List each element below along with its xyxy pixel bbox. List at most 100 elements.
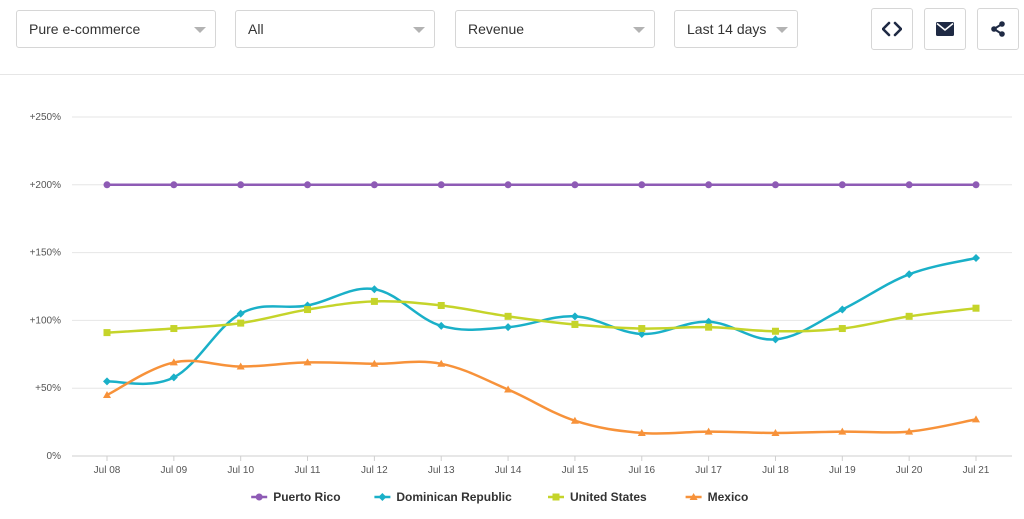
legend-marker bbox=[378, 493, 387, 501]
data-point bbox=[972, 304, 980, 312]
data-point bbox=[103, 390, 111, 398]
x-tick-label: Jul 19 bbox=[829, 465, 856, 476]
x-tick-label: Jul 12 bbox=[361, 465, 388, 476]
share-button[interactable] bbox=[977, 8, 1019, 50]
legend-item-united-states[interactable]: United States bbox=[548, 490, 647, 504]
data-point bbox=[771, 327, 779, 335]
series-line-mexico bbox=[106, 359, 977, 435]
data-point bbox=[103, 377, 111, 386]
y-tick-label: 0% bbox=[47, 451, 62, 462]
chevron-down-icon bbox=[194, 27, 206, 33]
legend-item-mexico[interactable]: Mexico bbox=[685, 490, 749, 504]
data-point bbox=[771, 335, 780, 344]
data-point bbox=[570, 312, 579, 321]
legend-item-dominican-republic[interactable]: Dominican Republic bbox=[374, 490, 512, 504]
revenue-line-chart: 0%+50%+100%+150%+200%+250% Jul 08 Jul 09 J… bbox=[30, 112, 1012, 504]
data-point bbox=[838, 325, 846, 333]
data-point bbox=[838, 305, 847, 314]
data-point bbox=[704, 427, 713, 435]
legend-marker bbox=[255, 493, 263, 501]
y-tick-label: +250% bbox=[30, 112, 62, 123]
x-tick-label: Jul 13 bbox=[428, 465, 455, 476]
data-point bbox=[437, 359, 446, 367]
data-point bbox=[370, 285, 379, 294]
segment-select[interactable]: All bbox=[235, 10, 435, 48]
x-tick-label: Jul 16 bbox=[628, 465, 655, 476]
chevron-down-icon bbox=[413, 27, 425, 33]
data-point bbox=[303, 301, 312, 310]
y-tick-label: +200% bbox=[30, 180, 62, 191]
y-tick-label: +100% bbox=[30, 315, 62, 326]
series-mexico bbox=[103, 358, 980, 436]
legend-item-puerto-rico[interactable]: Puerto Rico bbox=[251, 490, 341, 504]
store-type-select[interactable]: Pure e-commerce bbox=[16, 10, 216, 48]
data-point bbox=[504, 312, 512, 320]
x-tick-label: Jul 09 bbox=[161, 465, 188, 476]
metric-select[interactable]: Revenue bbox=[455, 10, 655, 48]
data-point bbox=[638, 325, 646, 333]
chevron-down-icon bbox=[776, 27, 788, 33]
data-point bbox=[437, 301, 445, 309]
data-point bbox=[638, 181, 646, 189]
y-axis-tick-labels: 0% +50% +100% +150% +200% +250% bbox=[30, 112, 62, 462]
data-point bbox=[103, 181, 111, 189]
data-point bbox=[972, 415, 980, 423]
chart-grid bbox=[72, 116, 1012, 461]
data-point bbox=[972, 254, 980, 263]
email-button[interactable] bbox=[924, 8, 966, 50]
data-point bbox=[370, 181, 378, 189]
x-axis-tick-labels: Jul 08 Jul 09 Jul 10 Jul 11 Jul 12 Jul 13 Jul … bbox=[94, 465, 990, 476]
code-icon bbox=[882, 21, 902, 37]
x-tick-label: Jul 14 bbox=[495, 465, 522, 476]
legend-label: Mexico bbox=[708, 490, 749, 504]
period-value: Last 14 days bbox=[687, 21, 767, 37]
x-tick-label: Jul 20 bbox=[896, 465, 923, 476]
y-tick-label: +150% bbox=[30, 248, 62, 259]
x-tick-label: Jul 17 bbox=[695, 465, 722, 476]
data-point bbox=[570, 416, 579, 424]
data-point bbox=[571, 320, 579, 328]
data-point bbox=[237, 319, 245, 327]
data-point bbox=[303, 358, 312, 366]
series-united-states bbox=[103, 297, 980, 337]
x-tick-label: Jul 11 bbox=[295, 465, 321, 476]
data-point bbox=[504, 181, 512, 189]
data-point bbox=[504, 323, 513, 332]
legend-label: United States bbox=[570, 490, 647, 504]
data-point bbox=[236, 309, 245, 318]
series-puerto-rico bbox=[103, 181, 980, 189]
data-point bbox=[370, 297, 378, 305]
envelope-icon bbox=[936, 22, 954, 36]
data-point bbox=[905, 181, 913, 189]
data-point bbox=[236, 362, 245, 370]
embed-button[interactable] bbox=[871, 8, 913, 50]
data-point bbox=[571, 181, 579, 189]
data-point bbox=[905, 270, 914, 279]
period-select[interactable]: Last 14 days bbox=[674, 10, 798, 48]
filter-toolbar: Pure e-commerce All Revenue Last 14 days bbox=[0, 0, 1024, 75]
chevron-down-icon bbox=[633, 27, 645, 33]
data-point bbox=[170, 325, 178, 333]
segment-value: All bbox=[248, 21, 264, 37]
share-icon bbox=[991, 21, 1005, 37]
x-tick-label: Jul 21 bbox=[963, 465, 990, 476]
legend-marker bbox=[552, 493, 560, 501]
data-point bbox=[905, 312, 913, 320]
x-tick-label: Jul 15 bbox=[562, 465, 589, 476]
data-point bbox=[705, 323, 713, 331]
series-line-united-states bbox=[106, 300, 977, 334]
legend-label: Puerto Rico bbox=[273, 490, 340, 504]
data-point bbox=[437, 321, 446, 330]
x-tick-label: Jul 08 bbox=[94, 465, 121, 476]
x-tick-label: Jul 10 bbox=[227, 465, 254, 476]
data-point bbox=[705, 181, 713, 189]
data-point bbox=[771, 428, 780, 436]
chart-legend: Puerto Rico Dominican Republic United Stat… bbox=[251, 490, 748, 504]
data-point bbox=[905, 427, 914, 435]
y-tick-label: +50% bbox=[35, 383, 61, 394]
data-point bbox=[170, 181, 178, 189]
data-point bbox=[838, 427, 847, 435]
data-point bbox=[237, 181, 245, 189]
data-point bbox=[169, 373, 178, 382]
legend-marker bbox=[689, 493, 698, 500]
